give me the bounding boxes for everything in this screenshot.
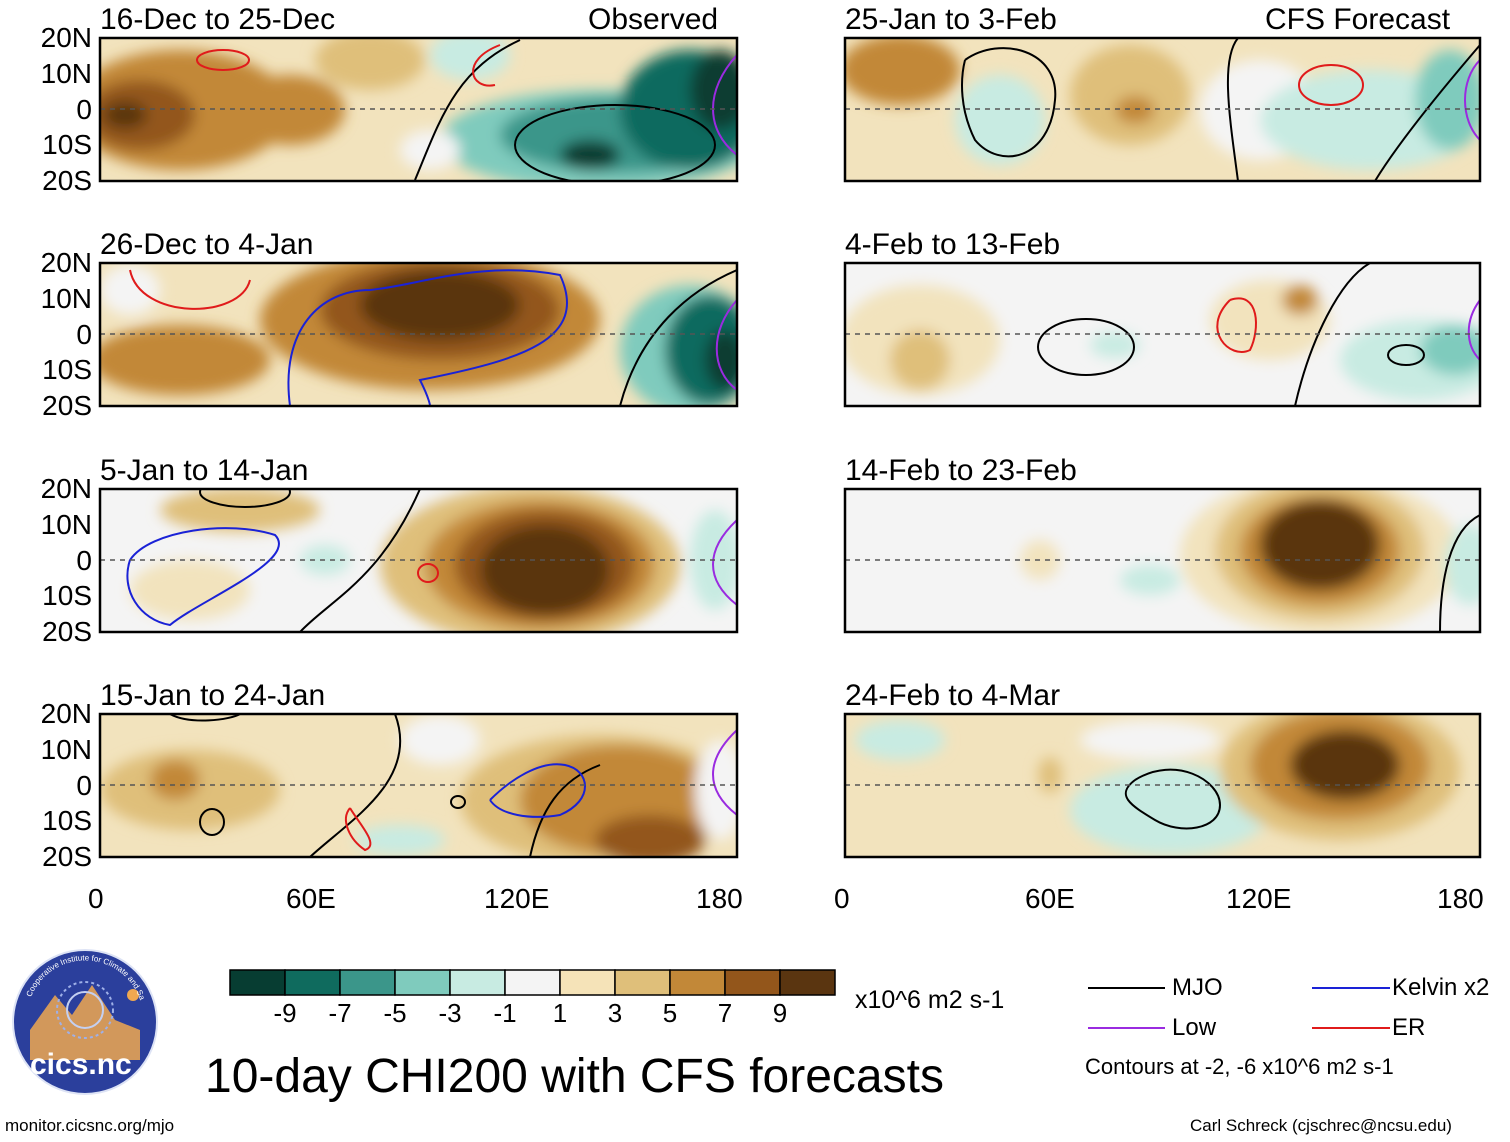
lat-label: 10N <box>40 508 92 540</box>
legend-kelvin-label: Kelvin x2 <box>1392 974 1490 1001</box>
map-panel-5 <box>843 36 1482 183</box>
lat-label: 20N <box>40 247 92 278</box>
lat-label: 10N <box>40 57 92 89</box>
lat-label: 10N <box>40 282 92 314</box>
panel-7-title: 14-Feb to 23-Feb <box>845 454 1077 487</box>
lat-label: 0 <box>76 769 92 801</box>
colorbar-swatch <box>614 969 671 996</box>
lat-label: 0 <box>76 544 92 576</box>
panel-8-title: 24-Feb to 4-Mar <box>845 679 1061 712</box>
map-panel-8 <box>843 712 1482 859</box>
legend-low-label: Low <box>1172 1014 1217 1041</box>
lat-label: 10S <box>42 354 92 386</box>
lat-label: 20S <box>42 165 92 196</box>
colorbar-tick-label: -5 <box>383 998 407 1028</box>
figure-title: 10-day CHI200 with CFS forecasts <box>205 1050 944 1103</box>
lat-label: 0 <box>76 318 92 350</box>
colorbar-tick-label: 1 <box>552 998 568 1028</box>
forecast-label: CFS Forecast <box>1265 3 1451 36</box>
panel-1-title: 16-Dec to 25-Dec <box>100 3 336 36</box>
colorbar-units: x10^6 m2 s-1 <box>855 986 1005 1014</box>
lat-label: 20N <box>40 698 92 729</box>
lat-label: 10S <box>42 805 92 837</box>
colorbar-swatch <box>724 969 781 996</box>
lat-label: 10N <box>40 733 92 765</box>
lon-label-0-left: 0 <box>88 883 104 914</box>
map-panel-4 <box>98 712 739 859</box>
observed-label: Observed <box>588 3 719 36</box>
footer-author: Carl Schreck (cjschrec@ncsu.edu) <box>1190 1116 1452 1135</box>
panel-4-title: 15-Jan to 24-Jan <box>100 679 326 712</box>
lat-label: 20N <box>40 22 92 53</box>
lat-label: 20S <box>42 841 92 872</box>
map-panel-1 <box>98 36 739 183</box>
lon-label-180-left: 180 <box>696 883 743 914</box>
colorbar-tick-label: 5 <box>662 998 678 1028</box>
colorbar-tick-label: 3 <box>607 998 623 1028</box>
legend-contour-note: Contours at -2, -6 x10^6 m2 s-1 <box>1085 1054 1394 1079</box>
colorbar-tick-label: 7 <box>717 998 733 1028</box>
colorbar-swatch <box>229 969 286 996</box>
colorbar-swatch <box>339 969 396 996</box>
colorbar-tick-label: -1 <box>493 998 517 1028</box>
map-panel-2 <box>98 261 739 408</box>
colorbar <box>229 969 836 996</box>
lat-label: 20S <box>42 390 92 421</box>
legend-mjo-label: MJO <box>1172 974 1223 1001</box>
panel-2-title: 26-Dec to 4-Jan <box>100 228 314 261</box>
colorbar-swatch <box>559 969 616 996</box>
panel-6-title: 4-Feb to 13-Feb <box>845 228 1061 261</box>
lat-label: 10S <box>42 580 92 612</box>
lon-label-60e-left: 60E <box>286 883 336 914</box>
lon-label-120e-right: 120E <box>1226 883 1292 914</box>
colorbar-swatch <box>669 969 726 996</box>
map-panel-3 <box>98 487 739 634</box>
lat-label: 20N <box>40 473 92 504</box>
panel-5-title: 25-Jan to 3-Feb <box>845 3 1057 36</box>
colorbar-swatch <box>449 969 506 996</box>
lon-label-180-right: 180 <box>1437 883 1484 914</box>
footer-url[interactable]: monitor.cicsnc.org/mjo <box>5 1116 175 1135</box>
colorbar-swatch <box>394 969 451 996</box>
legend-er-label: ER <box>1392 1014 1426 1041</box>
colorbar-swatch <box>284 969 341 996</box>
lat-label: 20S <box>42 616 92 647</box>
lon-label-0-right: 0 <box>834 883 850 914</box>
map-panel-6 <box>843 261 1482 408</box>
colorbar-swatch <box>504 969 561 996</box>
logo-text: cics.nc <box>30 1048 132 1081</box>
map-panel-7 <box>843 487 1482 634</box>
colorbar-tick-label: -9 <box>273 998 297 1028</box>
colorbar-tick-label: -7 <box>328 998 352 1028</box>
colorbar-swatch <box>779 969 836 996</box>
lon-label-120e-left: 120E <box>484 883 550 914</box>
lat-label: 10S <box>42 129 92 161</box>
panel-3-title: 5-Jan to 14-Jan <box>100 454 309 487</box>
lon-label-60e-right: 60E <box>1025 883 1075 914</box>
colorbar-tick-label: 9 <box>772 998 788 1028</box>
colorbar-tick-label: -3 <box>438 998 462 1028</box>
lat-label: 0 <box>76 93 92 125</box>
